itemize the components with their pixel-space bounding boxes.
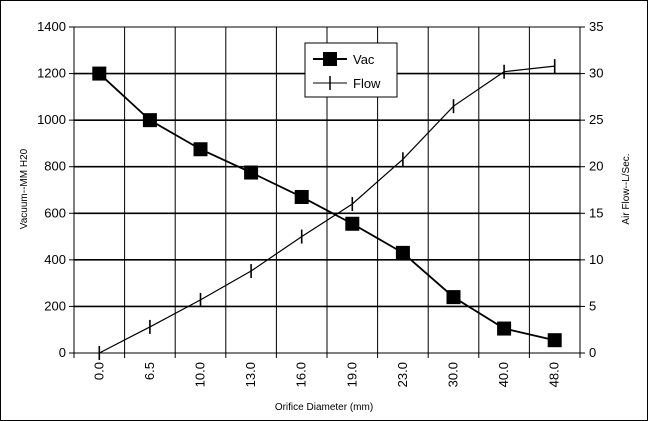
y2-axis-label: Air Flow--L/Sec. [621,153,632,224]
x-tick-label: 13.0 [243,362,258,387]
legend-box [304,42,398,98]
x-tick-label: 48.0 [547,362,562,387]
point-vac [294,189,309,204]
point-vac [244,165,259,180]
point-vac [142,113,157,128]
y-tick-label: 1000 [37,112,66,127]
y-tick-label: 1200 [37,66,66,81]
point-vac [497,321,512,336]
point-vac [92,66,107,81]
series-line-vac [98,72,555,342]
point-vac [446,290,461,305]
point-vac [193,142,208,157]
axes [69,26,585,358]
y-tick-label: 1400 [37,19,66,34]
point-vac [345,216,360,231]
x-tick-label: 16.0 [294,362,309,387]
y2-tick-label: 35 [589,19,603,34]
x-axis-label: Orifice Diameter (mm) [275,402,373,413]
x-tick-label: 0.0 [91,362,106,380]
x-tick-label: 10.0 [193,362,208,387]
series-layer [92,59,562,360]
legend: Vac Flow [304,42,398,98]
y2-tick-label: 15 [589,205,603,220]
series-line-flow [99,65,555,354]
y-tick-label: 0 [59,345,66,360]
y-tick-label: 200 [44,298,66,313]
y2-tick-label: 5 [589,298,596,313]
x-tick-label: 23.0 [395,362,410,387]
point-vac [547,333,562,348]
y2-tick-label: 10 [589,252,603,267]
legend-flow-label: Flow [353,76,381,91]
x-tick-label: 40.0 [496,362,511,387]
y-axis-label: Vacuum--MM H20 [19,148,30,229]
y2-tick-label: 25 [589,112,603,127]
legend-vac-label: Vac [353,52,375,67]
y2-tick-label: 20 [589,159,603,174]
x-tick-label: 19.0 [344,362,359,387]
x-tick-label: 6.5 [142,362,157,380]
legend-vac-marker [323,52,337,66]
point-vac [395,245,410,260]
tick-labels: 0 200 400 600 800 1000 1200 1400 0 5 10 15 20 25 30 35 0… [37,19,603,387]
y-tick-label: 400 [44,252,66,267]
y-tick-label: 800 [44,159,66,174]
x-tick-label: 30.0 [446,362,461,387]
y-tick-label: 600 [44,205,66,220]
y2-tick-label: 0 [589,345,596,360]
y2-tick-label: 30 [589,66,603,81]
